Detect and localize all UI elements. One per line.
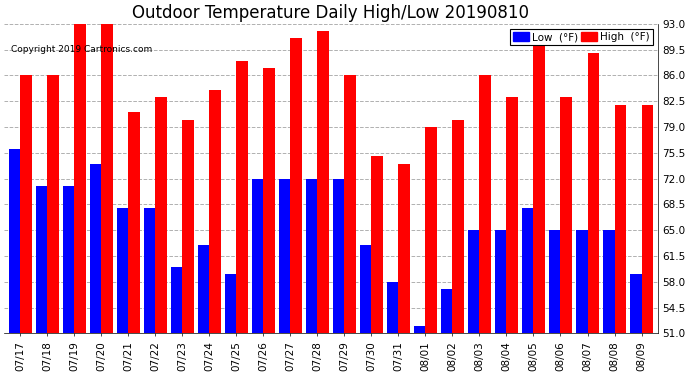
- Bar: [36, 186, 48, 333]
- Bar: [9, 149, 21, 333]
- Bar: [128, 112, 140, 333]
- Bar: [155, 98, 167, 333]
- Bar: [90, 164, 101, 333]
- Bar: [210, 90, 221, 333]
- Bar: [333, 178, 344, 333]
- Bar: [468, 230, 480, 333]
- Legend: Low  (°F), High  (°F): Low (°F), High (°F): [510, 29, 653, 45]
- Bar: [398, 164, 410, 333]
- Bar: [426, 127, 437, 333]
- Bar: [587, 53, 599, 333]
- Bar: [21, 75, 32, 333]
- Bar: [117, 208, 128, 333]
- Bar: [317, 31, 328, 333]
- Bar: [495, 230, 506, 333]
- Bar: [560, 98, 572, 333]
- Bar: [549, 230, 560, 333]
- Bar: [237, 61, 248, 333]
- Bar: [101, 24, 112, 333]
- Bar: [344, 75, 356, 333]
- Bar: [506, 98, 518, 333]
- Bar: [615, 105, 626, 333]
- Bar: [453, 120, 464, 333]
- Title: Outdoor Temperature Daily High/Low 20190810: Outdoor Temperature Daily High/Low 20190…: [132, 4, 529, 22]
- Bar: [48, 75, 59, 333]
- Bar: [642, 105, 653, 333]
- Bar: [290, 39, 302, 333]
- Bar: [264, 68, 275, 333]
- Text: Copyright 2019 Cartronics.com: Copyright 2019 Cartronics.com: [11, 45, 152, 54]
- Bar: [630, 274, 642, 333]
- Bar: [360, 245, 371, 333]
- Bar: [387, 282, 398, 333]
- Bar: [533, 46, 545, 333]
- Bar: [171, 267, 182, 333]
- Bar: [252, 178, 264, 333]
- Bar: [63, 186, 75, 333]
- Bar: [441, 289, 453, 333]
- Bar: [414, 326, 426, 333]
- Bar: [182, 120, 194, 333]
- Bar: [603, 230, 615, 333]
- Bar: [198, 245, 210, 333]
- Bar: [279, 178, 290, 333]
- Bar: [75, 24, 86, 333]
- Bar: [144, 208, 155, 333]
- Bar: [371, 156, 383, 333]
- Bar: [522, 208, 533, 333]
- Bar: [306, 178, 317, 333]
- Bar: [576, 230, 587, 333]
- Bar: [480, 75, 491, 333]
- Bar: [225, 274, 237, 333]
